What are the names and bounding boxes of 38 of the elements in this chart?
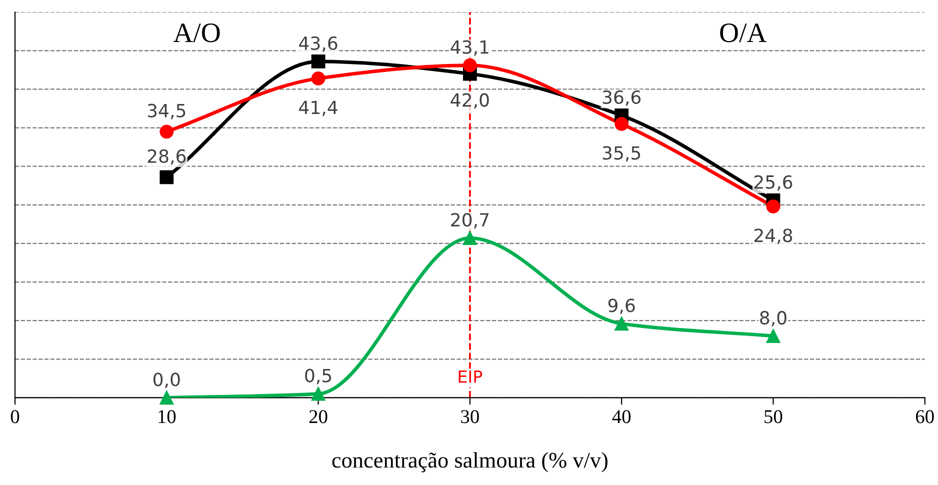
x-tick-label: 40 <box>612 410 631 424</box>
data-label: 0,0 <box>153 372 180 388</box>
data-label: 41,4 <box>299 100 338 116</box>
point <box>766 200 780 214</box>
point <box>614 316 629 331</box>
x-tick-label: 50 <box>764 410 782 424</box>
data-label: 0,5 <box>305 368 332 384</box>
data-label: 9,6 <box>608 298 635 314</box>
data-label: 25,6 <box>754 175 792 191</box>
data-label: 43,1 <box>450 40 488 56</box>
x-axis-title: concentração salmoura (% v/v) <box>332 452 608 472</box>
point <box>311 72 326 86</box>
data-label: 42,0 <box>450 93 489 109</box>
point <box>160 170 174 184</box>
data-label: 34,5 <box>148 104 186 120</box>
x-tick-label: 20 <box>309 410 328 424</box>
point <box>160 124 174 139</box>
x-tick-label: 0 <box>10 410 20 424</box>
ref-line-label: EIP <box>458 370 482 383</box>
data-label: 24,8 <box>754 228 792 244</box>
point <box>311 386 326 401</box>
point <box>614 116 629 131</box>
x-tick-label: 30 <box>461 410 479 424</box>
data-label: 35,5 <box>602 146 640 162</box>
point <box>766 329 780 343</box>
point <box>160 390 174 405</box>
x-tick-label: 60 <box>916 410 934 424</box>
data-label: 28,6 <box>148 149 186 165</box>
data-label: 20,7 <box>451 212 488 228</box>
annotation: A/O <box>173 24 220 42</box>
annotation: O/A <box>720 24 767 42</box>
point <box>462 58 477 72</box>
point <box>462 231 477 246</box>
data-label: 8,0 <box>760 310 786 326</box>
data-label: 43,6 <box>299 36 338 52</box>
x-tick-label: 10 <box>158 410 176 424</box>
point <box>311 54 326 68</box>
data-label: 36,6 <box>602 90 641 106</box>
